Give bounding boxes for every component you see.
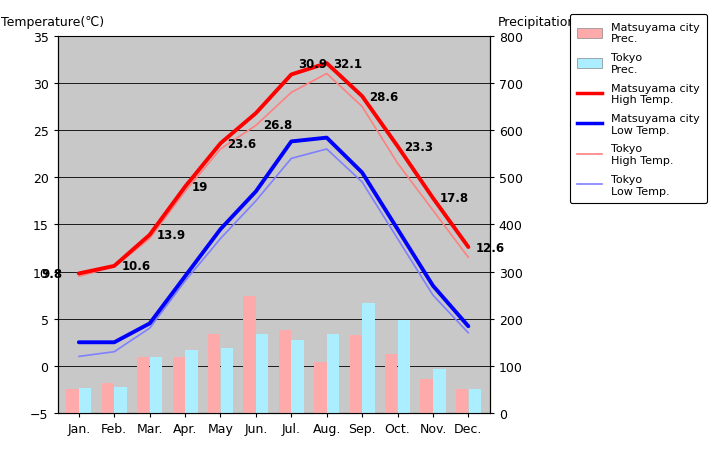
Bar bbox=[456, 389, 468, 413]
Bar bbox=[292, 341, 304, 413]
Bar bbox=[420, 379, 433, 413]
Text: 9.8: 9.8 bbox=[41, 267, 62, 280]
Bar bbox=[469, 389, 481, 413]
Text: 28.6: 28.6 bbox=[369, 90, 398, 103]
Bar bbox=[327, 334, 339, 413]
Text: 17.8: 17.8 bbox=[440, 192, 469, 205]
Text: 12.6: 12.6 bbox=[475, 241, 505, 254]
Text: 32.1: 32.1 bbox=[333, 57, 363, 71]
Bar bbox=[349, 336, 362, 413]
Text: 26.8: 26.8 bbox=[263, 118, 292, 131]
Legend: Matsuyama city
Prec., Tokyo
Prec., Matsuyama city
High Temp., Matsuyama city
Low: Matsuyama city Prec., Tokyo Prec., Matsu… bbox=[570, 15, 707, 204]
Bar bbox=[208, 335, 220, 413]
Bar bbox=[137, 358, 150, 413]
Text: 23.3: 23.3 bbox=[405, 140, 433, 153]
Bar bbox=[220, 348, 233, 413]
Bar bbox=[256, 334, 269, 413]
Text: 10.6: 10.6 bbox=[121, 260, 150, 273]
Bar bbox=[385, 354, 397, 413]
Text: Temperature(℃): Temperature(℃) bbox=[1, 16, 104, 29]
Bar bbox=[433, 369, 446, 413]
Text: 19: 19 bbox=[192, 181, 208, 194]
Bar bbox=[150, 358, 162, 413]
Bar bbox=[173, 358, 185, 413]
Bar bbox=[243, 297, 256, 413]
Text: Precipitation(mm): Precipitation(mm) bbox=[498, 16, 611, 29]
Bar bbox=[66, 389, 78, 413]
Bar bbox=[102, 383, 114, 413]
Text: 13.9: 13.9 bbox=[157, 229, 186, 242]
Bar bbox=[397, 320, 410, 413]
Bar bbox=[279, 330, 291, 413]
Text: 30.9: 30.9 bbox=[298, 58, 328, 71]
Bar bbox=[362, 303, 374, 413]
Bar bbox=[114, 387, 127, 413]
Text: 23.6: 23.6 bbox=[228, 138, 256, 151]
Bar bbox=[79, 389, 91, 413]
Bar bbox=[314, 362, 327, 413]
Bar bbox=[185, 351, 198, 413]
